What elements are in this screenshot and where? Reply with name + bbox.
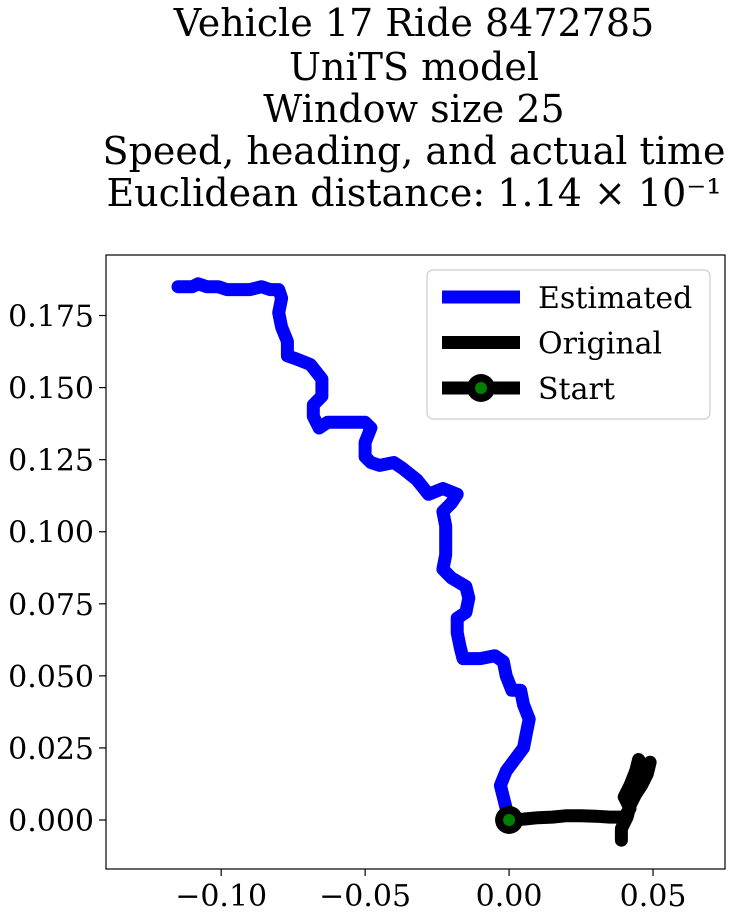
y-tick-label: 0.000 [8, 804, 94, 839]
chart-title: Vehicle 17 Ride 8472785 UniTS model Wind… [103, 1, 726, 215]
title-line-2: UniTS model [289, 45, 539, 89]
series-line-original [502, 753, 657, 847]
x-tick-label: −0.05 [319, 879, 411, 914]
series-line-estimated [171, 277, 536, 827]
legend: Estimated Original Start [426, 269, 711, 420]
title-line-1: Vehicle 17 Ride 8472785 [173, 1, 654, 45]
y-tick-label: 0.175 [8, 300, 94, 335]
y-tick-label: 0.050 [8, 660, 94, 695]
x-tick-label: 0.05 [620, 879, 687, 914]
y-tick-label: 0.025 [8, 732, 94, 767]
legend-label-start: Start [538, 372, 615, 407]
y-tick-label: 0.100 [8, 516, 94, 551]
x-tick-label: −0.10 [175, 879, 267, 914]
title-line-3: Window size 25 [263, 87, 564, 131]
title-line-5: Euclidean distance: 1.14 × 10⁻¹ [106, 171, 721, 215]
legend-label-estimated: Estimated [538, 281, 692, 316]
series-group [171, 277, 657, 847]
y-tick-label: 0.075 [8, 588, 94, 623]
x-tick-label: 0.00 [476, 879, 543, 914]
title-line-4: Speed, heading, and actual time [103, 129, 726, 173]
y-tick-label: 0.150 [8, 372, 94, 407]
axes-frame [105, 254, 726, 870]
plot-area [171, 277, 657, 847]
legend-label-original: Original [538, 327, 662, 362]
axes: −0.10 −0.05 0.00 0.05 0.000 0.025 0.050 0.075 0.… [8, 254, 726, 914]
legend-marker-inner [475, 382, 487, 394]
y-tick-label: 0.125 [8, 444, 94, 479]
start-marker-inner [503, 813, 516, 826]
